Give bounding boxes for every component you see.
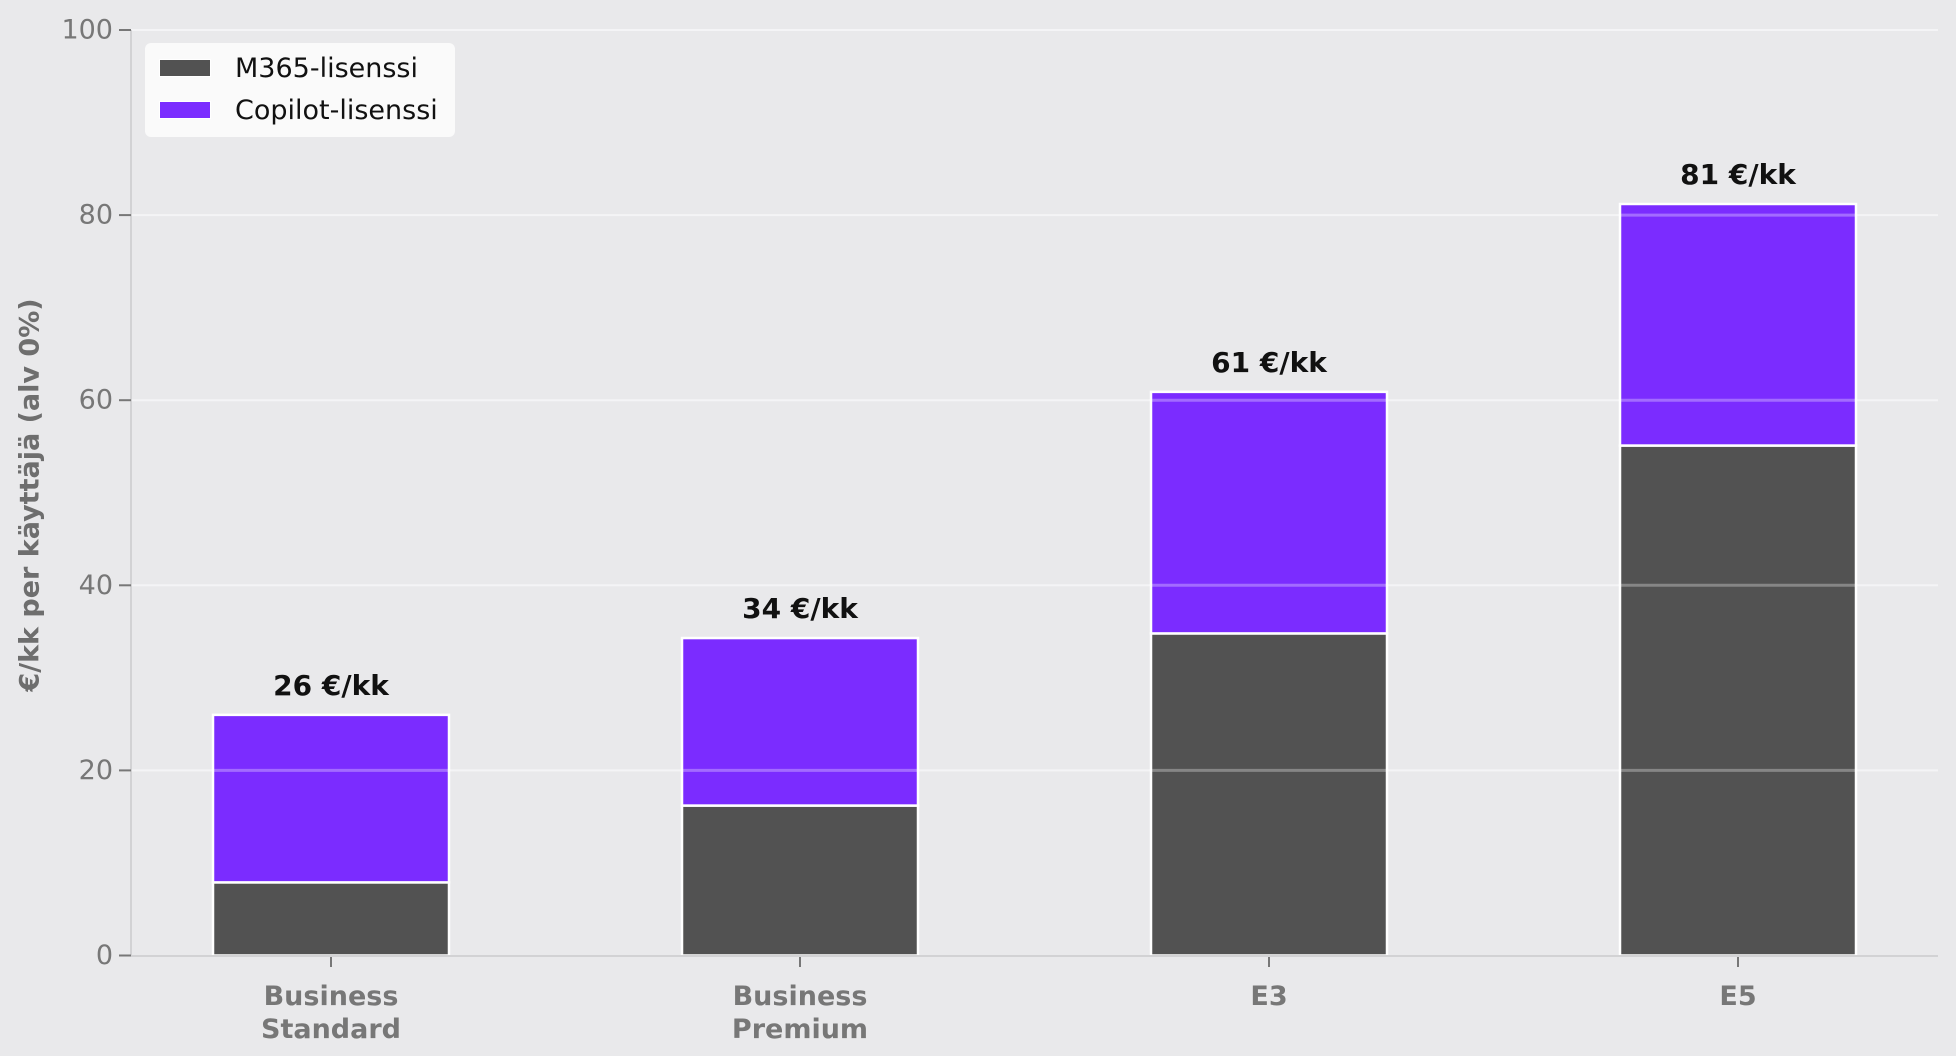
bar-segment-copilot (211, 713, 451, 884)
total-label: 61 €/kk (1211, 346, 1328, 379)
y-axis-label: €/kk per käyttäjä (alv 0%) (15, 298, 46, 692)
bar-segment-m365 (211, 881, 451, 957)
y-ticks: 0 20 40 60 80 100 (61, 15, 131, 971)
y-tick-label: 0 (96, 940, 113, 971)
bar-segment-copilot (1149, 390, 1389, 635)
bar-segment-copilot (680, 636, 920, 807)
x-tick-label: Business (733, 981, 868, 1012)
y-tick-label: 100 (61, 15, 113, 46)
x-tick-label: Premium (732, 1014, 868, 1045)
bar-segment-m365 (1149, 632, 1389, 957)
bar-segment-copilot (1618, 202, 1858, 447)
x-tick-label: Business (264, 981, 399, 1012)
y-tick-label: 60 (79, 385, 113, 416)
legend: M365-lisenssi Copilot-lisenssi (145, 43, 455, 137)
bars (211, 202, 1858, 957)
m365-swatch-icon (159, 59, 211, 77)
y-tick-label: 20 (79, 755, 113, 786)
x-tick-label: E3 (1250, 981, 1287, 1012)
x-tick-label: Standard (261, 1014, 401, 1045)
legend-item-copilot: Copilot-lisenssi (159, 94, 438, 126)
legend-item-m365: M365-lisenssi (159, 52, 419, 84)
bar-segment-m365 (680, 804, 920, 957)
total-label: 81 €/kk (1680, 158, 1797, 191)
y-tick-label: 80 (79, 200, 113, 231)
total-labels: 26 €/kk 34 €/kk 61 €/kk 81 €/kk (273, 158, 1797, 702)
axes (130, 30, 1938, 957)
total-label: 26 €/kk (273, 669, 390, 702)
y-tick-label: 40 (79, 570, 113, 601)
x-tick-label: E5 (1719, 981, 1756, 1012)
legend-label: Copilot-lisenssi (235, 94, 438, 126)
legend-label: M365-lisenssi (235, 52, 419, 84)
bar-segment-m365 (1618, 444, 1858, 957)
total-label: 34 €/kk (742, 592, 859, 625)
copilot-swatch-icon (159, 101, 211, 119)
